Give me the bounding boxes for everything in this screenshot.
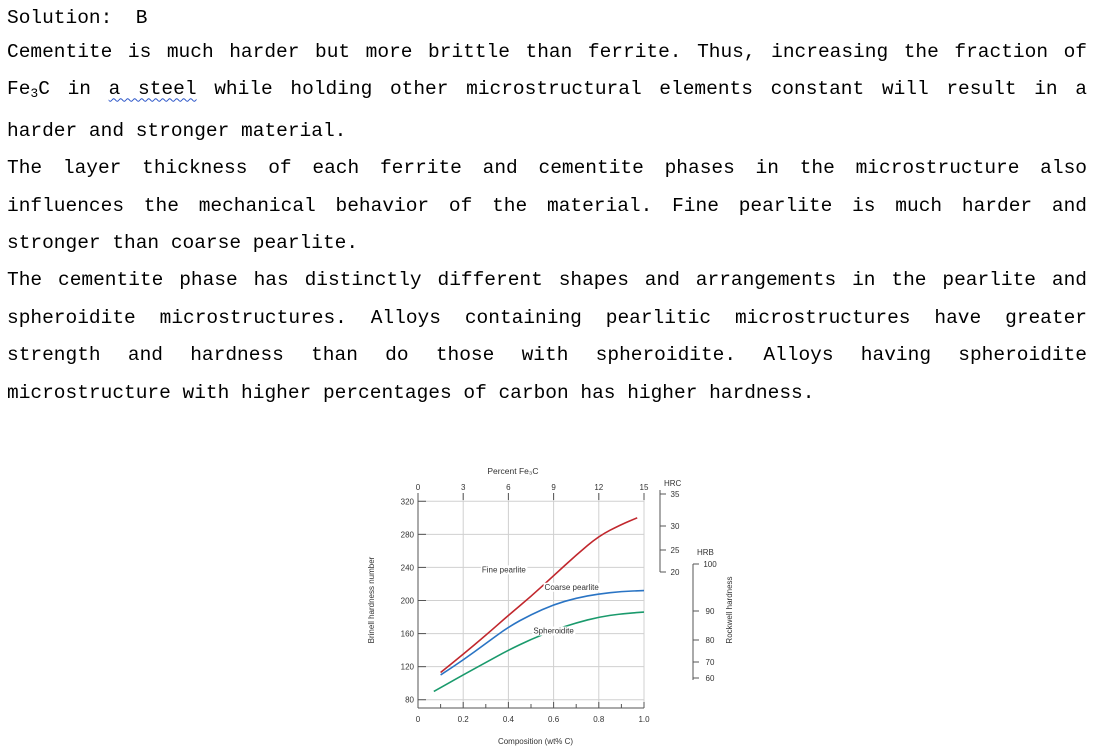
y-tick-label: 160 (401, 630, 415, 639)
x-axis-title: Composition (wt% C) (498, 737, 573, 746)
x-tick-label: 0.8 (593, 715, 605, 724)
top-tick-label: 9 (551, 483, 556, 492)
solution-document: Solution: B Cementite is much harder but… (7, 2, 1087, 412)
coarse-pearlite-label: Coarse pearlite (545, 583, 600, 592)
y-tick-label: 240 (401, 563, 415, 572)
y-tick-label: 320 (401, 497, 415, 506)
hrb-label: HRB (697, 548, 714, 557)
series-label-bg (480, 565, 528, 575)
paragraph-layer-thickness: The layer thickness of each ferrite and … (7, 157, 1087, 255)
x-tick-label: 1.0 (638, 715, 650, 724)
fine-pearlite-label: Fine pearlite (482, 565, 527, 574)
spellcheck-marked-text: a steel (108, 78, 197, 101)
hrb-tick-label: 80 (706, 636, 715, 645)
hrc-label: HRC (664, 479, 682, 488)
top-axis-title: Percent Fe₃C (487, 466, 538, 476)
paragraph-1-text-c: while holding other microstructural elem… (7, 78, 1087, 142)
y-tick-label: 200 (401, 597, 415, 606)
top-tick-label: 0 (416, 483, 421, 492)
right-axis-title: Rockwell hardness (725, 576, 734, 643)
top-tick-label: 15 (640, 483, 649, 492)
hrb-tick-label: 60 (706, 674, 715, 683)
top-tick-label: 12 (594, 483, 603, 492)
paragraph-cementite-fraction: Cementite is much harder but more brittl… (7, 34, 1087, 150)
spheroidite-label: Spheroidite (533, 627, 574, 636)
x-tick-label: 0.2 (458, 715, 470, 724)
hrb-tick-label: 100 (703, 560, 717, 569)
hrc-tick-label: 30 (671, 522, 680, 531)
fine-pearlite-line (440, 517, 638, 674)
x-tick-label: 0.6 (548, 715, 560, 724)
hrc-tick-label: 25 (671, 546, 680, 555)
coarse-pearlite-line (440, 589, 645, 676)
y-tick-label: 120 (401, 663, 415, 672)
spheroidite-line (433, 611, 645, 693)
x-tick-label: 0 (416, 715, 421, 724)
paragraph-1-text-a: Cementite is much harder but more brittl… (7, 41, 1087, 101)
hardness-figure: 80 120 160 200 240 280 320 0 0.2 0.4 0.6 0.8 1.0 Perc… (360, 460, 740, 746)
series-label-bg (532, 626, 576, 636)
series-label-bg (543, 582, 601, 592)
x-tick-label: 0.4 (503, 715, 515, 724)
y-tick-label: 80 (405, 696, 414, 705)
hrb-tick-label: 70 (706, 658, 715, 667)
fe3c-subscript: 3 (30, 86, 39, 102)
top-tick-label: 3 (461, 483, 466, 492)
solution-label: Solution: B (7, 7, 148, 29)
top-tick-label: 6 (506, 483, 511, 492)
y-axis-title: Brinell hardness number (367, 556, 376, 643)
y-tick-label: 280 (401, 530, 415, 539)
paragraph-spheroidite: The cementite phase has distinctly diffe… (7, 269, 1087, 404)
hrc-tick-label: 35 (671, 490, 680, 499)
hrc-tick-label: 20 (671, 568, 680, 577)
paragraph-1-text-b: C in (38, 78, 109, 101)
hrb-tick-label: 90 (706, 607, 715, 616)
